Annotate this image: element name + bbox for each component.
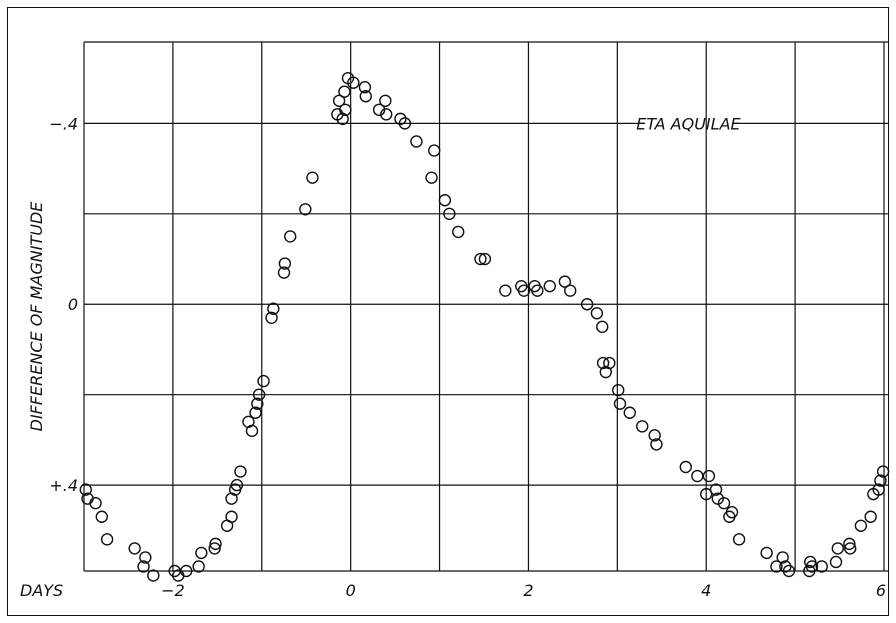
x-tick-label: 4	[701, 581, 711, 600]
data-point	[613, 385, 624, 396]
x-tick-label: −2	[161, 581, 185, 600]
x-axis-label: DAYS	[20, 581, 63, 600]
y-axis-label: DIFFERENCE OF MAGNITUDE	[27, 201, 46, 432]
data-point	[395, 113, 406, 124]
data-point	[339, 86, 350, 97]
star-name-annotation: ETA AQUILAE	[636, 114, 741, 133]
data-point	[615, 398, 626, 409]
data-point	[831, 556, 842, 567]
data-point	[148, 570, 159, 581]
data-point	[129, 543, 140, 554]
data-point	[761, 547, 772, 558]
y-tick-label: +.4	[49, 476, 78, 495]
data-point	[258, 376, 269, 387]
data-point	[439, 195, 450, 206]
x-tick-label: 2	[523, 581, 533, 600]
x-tick-label: 6	[876, 581, 886, 600]
data-point	[426, 172, 437, 183]
data-point	[307, 172, 318, 183]
data-point	[832, 543, 843, 554]
data-point	[544, 281, 555, 292]
x-tick-label: 0	[346, 581, 356, 600]
data-point	[591, 308, 602, 319]
data-point	[196, 547, 207, 558]
data-point	[703, 471, 714, 482]
data-point	[597, 321, 608, 332]
y-tick-label: −.4	[49, 114, 78, 133]
data-point	[637, 421, 648, 432]
data-point	[102, 534, 113, 545]
data-point	[285, 231, 296, 242]
data-points	[80, 73, 888, 581]
data-point	[453, 226, 464, 237]
data-point	[429, 145, 440, 156]
data-point	[500, 285, 511, 296]
data-point	[226, 511, 237, 522]
data-point	[193, 561, 204, 572]
data-point	[692, 471, 703, 482]
data-point	[734, 534, 745, 545]
data-point	[300, 204, 311, 215]
data-point	[380, 95, 391, 106]
y-tick-label: 0	[68, 295, 78, 314]
grid	[84, 42, 889, 571]
data-point	[96, 511, 107, 522]
data-point	[680, 462, 691, 473]
data-point	[855, 520, 866, 531]
labels: ETA AQUILAE −2 0 2 4 6 DAYS −.4 0 +.4 DIFFERENCE O…	[20, 114, 886, 600]
data-point	[865, 511, 876, 522]
data-point	[235, 466, 246, 477]
data-point	[247, 425, 258, 436]
data-point	[604, 358, 615, 369]
data-point	[624, 407, 635, 418]
data-point	[411, 136, 422, 147]
data-point	[565, 285, 576, 296]
